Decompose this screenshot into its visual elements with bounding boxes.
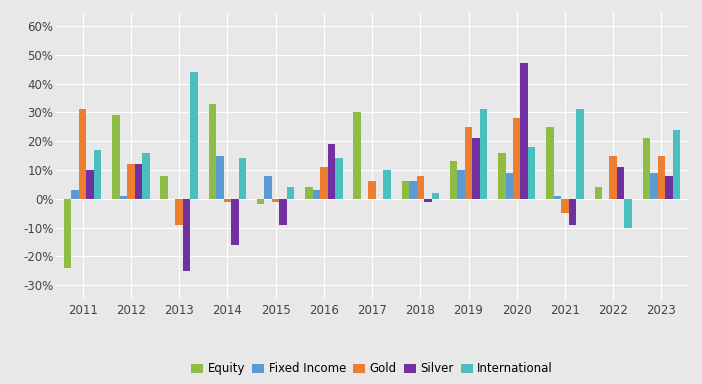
Bar (609, 156, 617, 199)
Bar (305, 187, 312, 199)
Bar (257, 199, 265, 205)
Bar (353, 113, 361, 199)
Bar (265, 176, 272, 199)
Bar (624, 199, 632, 228)
Bar (505, 173, 513, 199)
Bar (424, 199, 432, 202)
Bar (94, 150, 101, 199)
Bar (239, 159, 246, 199)
Bar (312, 190, 320, 199)
Bar (576, 109, 583, 199)
Bar (328, 144, 335, 199)
Bar (658, 156, 665, 199)
Bar (520, 63, 528, 199)
Bar (409, 182, 416, 199)
Bar (561, 199, 569, 213)
Bar (224, 199, 231, 202)
Legend: Equity, Fixed Income, Gold, Silver, International: Equity, Fixed Income, Gold, Silver, Inte… (186, 358, 558, 380)
Bar (79, 109, 86, 199)
Bar (127, 164, 135, 199)
Bar (279, 199, 287, 225)
Bar (595, 187, 602, 199)
Bar (546, 127, 554, 199)
Bar (650, 173, 658, 199)
Bar (208, 104, 216, 199)
Bar (231, 199, 239, 245)
Bar (479, 109, 487, 199)
Bar (120, 196, 127, 199)
Bar (402, 182, 409, 199)
Bar (135, 164, 142, 199)
Bar (416, 176, 424, 199)
Bar (665, 176, 673, 199)
Bar (643, 138, 650, 199)
Bar (112, 115, 120, 199)
Bar (450, 161, 457, 199)
Bar (272, 199, 279, 202)
Bar (216, 156, 224, 199)
Bar (513, 118, 520, 199)
Bar (498, 153, 505, 199)
Bar (183, 199, 190, 271)
Bar (335, 159, 343, 199)
Bar (72, 190, 79, 199)
Bar (86, 170, 94, 199)
Bar (673, 130, 680, 199)
Bar (554, 196, 561, 199)
Bar (472, 138, 479, 199)
Bar (457, 170, 465, 199)
Bar (190, 72, 198, 199)
Bar (432, 193, 439, 199)
Bar (287, 187, 294, 199)
Bar (617, 167, 624, 199)
Bar (383, 170, 391, 199)
Bar (569, 199, 576, 225)
Bar (369, 182, 376, 199)
Bar (161, 176, 168, 199)
Bar (64, 199, 72, 268)
Bar (528, 147, 536, 199)
Bar (176, 199, 183, 225)
Bar (142, 153, 150, 199)
Bar (465, 127, 472, 199)
Bar (320, 167, 328, 199)
